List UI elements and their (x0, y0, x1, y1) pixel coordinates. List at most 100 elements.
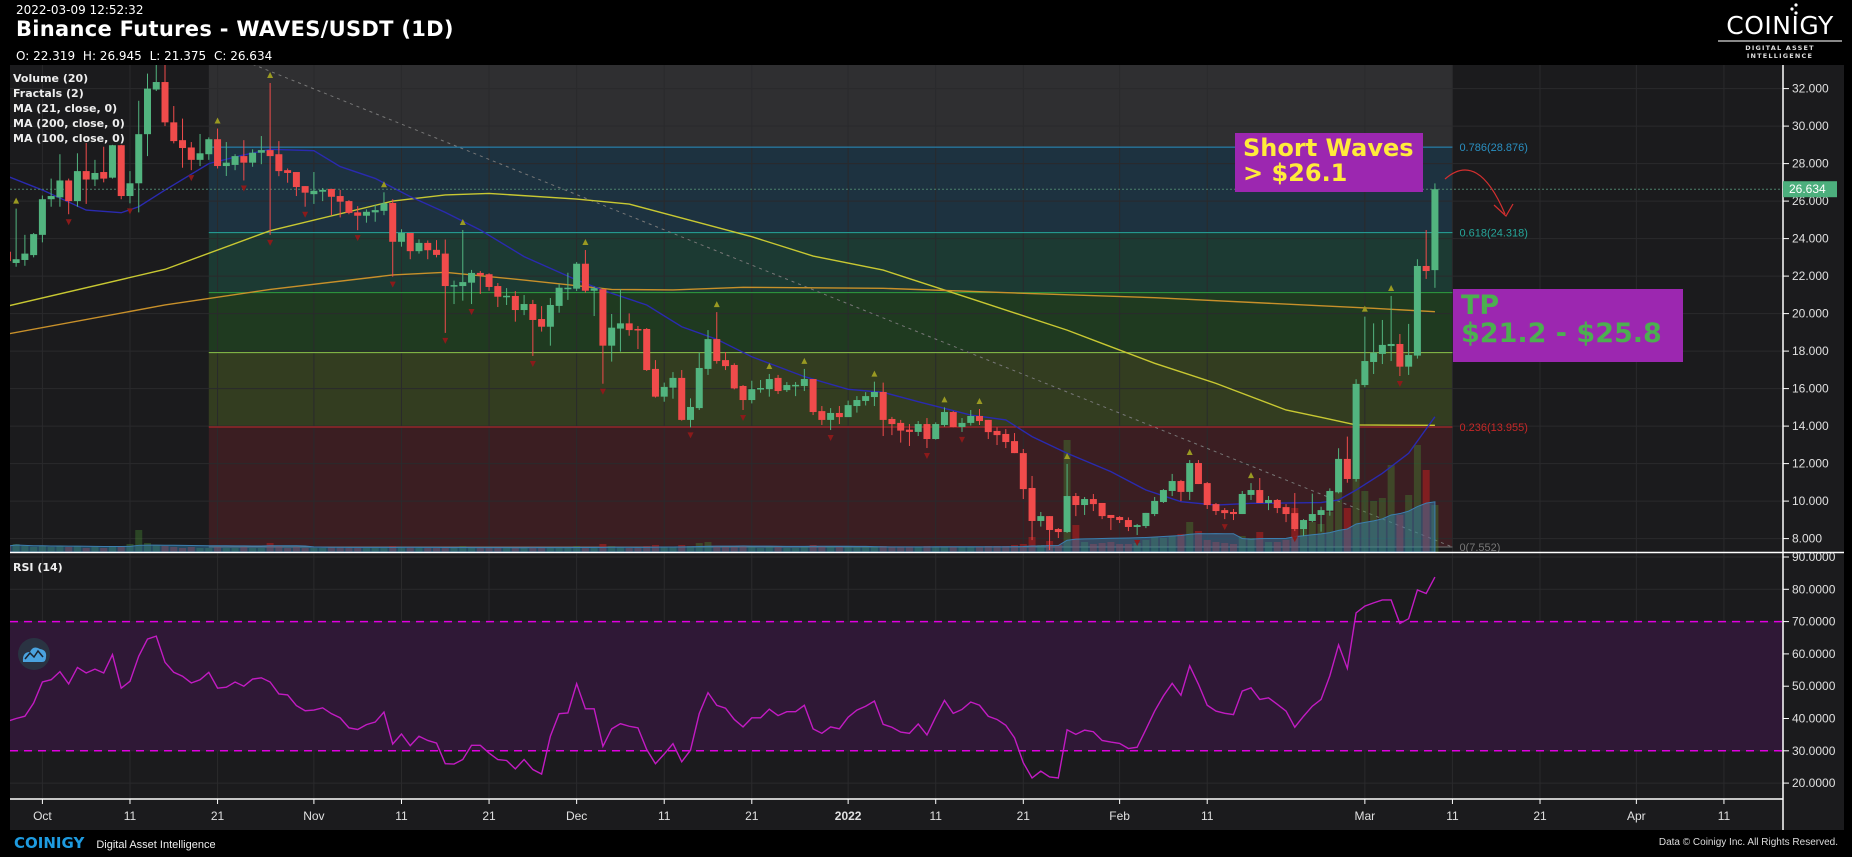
candle[interactable] (581, 250, 589, 293)
candle[interactable] (739, 385, 747, 410)
candle[interactable] (993, 427, 1001, 446)
candle[interactable] (1300, 519, 1308, 536)
candle[interactable] (362, 209, 370, 223)
candle[interactable] (1212, 502, 1220, 515)
candle[interactable] (1431, 183, 1439, 288)
candle[interactable] (608, 313, 616, 362)
rsi-pane[interactable] (7, 553, 1783, 799)
candle[interactable] (231, 154, 239, 171)
candle[interactable] (1177, 479, 1185, 502)
candle[interactable] (748, 380, 756, 404)
candle[interactable] (730, 363, 738, 390)
candle[interactable] (1317, 506, 1325, 532)
candle[interactable] (1054, 528, 1062, 539)
legend-ma100[interactable]: MA (100, close, 0) (13, 132, 125, 145)
candle[interactable] (573, 262, 581, 292)
candle[interactable] (827, 408, 835, 431)
candle[interactable] (1142, 512, 1150, 529)
candle[interactable] (205, 137, 213, 160)
candle[interactable] (660, 382, 668, 402)
candle[interactable] (30, 232, 38, 258)
price-pane[interactable]: 0.786(28.876) 0.618(24.318) 0.236(13.955) 0… (4, 38, 1783, 561)
candle[interactable] (310, 172, 318, 204)
candle[interactable] (433, 240, 441, 258)
cloud-chart-icon[interactable] (18, 638, 50, 670)
candle[interactable] (800, 368, 808, 392)
candle[interactable] (476, 271, 484, 294)
candle[interactable] (1186, 460, 1194, 500)
candle[interactable] (47, 178, 55, 207)
candle[interactable] (914, 421, 922, 437)
candle[interactable] (485, 273, 493, 291)
candle[interactable] (862, 392, 870, 406)
candle[interactable] (940, 407, 948, 427)
candle[interactable] (1413, 259, 1421, 359)
candle[interactable] (835, 406, 843, 425)
candle[interactable] (371, 204, 379, 222)
candle[interactable] (853, 396, 861, 413)
candle[interactable] (1133, 523, 1141, 536)
candle[interactable] (949, 411, 957, 428)
candle[interactable] (1247, 483, 1255, 500)
candle[interactable] (844, 400, 852, 418)
candle[interactable] (923, 418, 931, 449)
candle[interactable] (56, 154, 64, 207)
candle[interactable] (634, 325, 642, 350)
candle[interactable] (774, 374, 782, 395)
rsi-line[interactable] (7, 576, 1436, 779)
candle[interactable] (4, 246, 11, 267)
candle[interactable] (441, 239, 449, 333)
candle[interactable] (1081, 496, 1089, 515)
candle[interactable] (722, 352, 730, 371)
candle[interactable] (905, 424, 913, 446)
candle[interactable] (397, 229, 405, 247)
candle[interactable] (170, 106, 178, 144)
candle[interactable] (511, 291, 519, 322)
candle[interactable] (1387, 295, 1395, 362)
candle[interactable] (1282, 504, 1290, 523)
candle[interactable] (1378, 319, 1386, 365)
candle[interactable] (1203, 481, 1211, 509)
candle[interactable] (266, 82, 274, 235)
candle[interactable] (879, 382, 887, 437)
candle[interactable] (257, 136, 265, 165)
candle[interactable] (126, 171, 134, 204)
candle[interactable] (354, 206, 362, 231)
candle[interactable] (1063, 463, 1071, 533)
candle[interactable] (38, 195, 46, 243)
candle[interactable] (1089, 493, 1097, 512)
candle[interactable] (1238, 490, 1246, 515)
candle[interactable] (1098, 502, 1106, 520)
candle[interactable] (415, 239, 423, 254)
candle[interactable] (1229, 508, 1237, 521)
candle[interactable] (319, 187, 327, 202)
candle[interactable] (108, 144, 116, 179)
candle[interactable] (424, 240, 432, 260)
candle[interactable] (468, 269, 476, 305)
candle[interactable] (345, 200, 353, 215)
candle[interactable] (301, 186, 309, 207)
ma100-line[interactable] (7, 192, 1435, 427)
candle[interactable] (1396, 334, 1404, 377)
candle[interactable] (695, 352, 703, 410)
candle[interactable] (809, 379, 817, 416)
ma200-line[interactable] (7, 271, 1435, 335)
candle[interactable] (82, 142, 90, 204)
candle[interactable] (713, 312, 721, 364)
candle[interactable] (406, 232, 414, 260)
candle[interactable] (179, 118, 187, 168)
candle[interactable] (336, 189, 344, 218)
candle[interactable] (1037, 511, 1045, 527)
candle[interactable] (564, 272, 572, 300)
candle[interactable] (240, 140, 248, 181)
candle[interactable] (818, 406, 826, 425)
candle[interactable] (1256, 478, 1264, 503)
candle[interactable] (529, 299, 537, 356)
candle[interactable] (1046, 516, 1054, 551)
candle[interactable] (143, 73, 151, 157)
candle[interactable] (1002, 429, 1010, 449)
candle[interactable] (65, 178, 73, 215)
candle[interactable] (327, 188, 335, 216)
candle[interactable] (459, 229, 467, 301)
candle[interactable] (590, 286, 598, 317)
